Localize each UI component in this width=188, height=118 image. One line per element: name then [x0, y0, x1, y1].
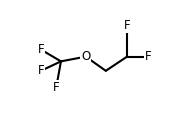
Text: O: O: [81, 50, 90, 63]
Text: F: F: [124, 19, 130, 32]
Text: F: F: [38, 43, 44, 56]
Text: F: F: [38, 64, 44, 77]
Text: F: F: [53, 81, 60, 94]
Text: F: F: [145, 50, 152, 63]
